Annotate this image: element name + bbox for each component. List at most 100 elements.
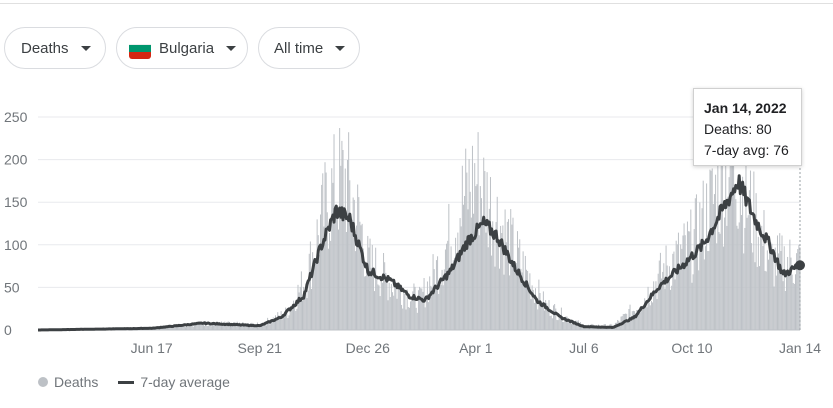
bar [679,265,681,330]
bar [583,327,585,330]
bar [464,195,466,330]
bar [648,302,650,330]
bar [798,245,800,330]
bar [417,290,419,330]
bar [521,272,523,330]
bar [509,275,511,330]
metric-dropdown[interactable]: Deaths [4,27,106,69]
bar [484,171,486,330]
chevron-down-icon [80,45,91,51]
bar [537,309,539,330]
bar [304,293,306,330]
bar [163,327,165,330]
bar [540,305,542,330]
bar [166,328,168,330]
bar [572,320,574,330]
bar [658,260,660,330]
time-range-dropdown[interactable]: All time [258,27,360,69]
bar [229,324,231,330]
bar [233,322,235,330]
bar [420,288,422,330]
bar [657,273,659,330]
bar [771,243,773,330]
bar [332,182,334,330]
bar [392,292,394,330]
bar [289,307,291,330]
bar [683,223,685,330]
bar [285,307,287,330]
bar [562,321,564,330]
bar [178,326,180,330]
deaths-chart[interactable]: 0 50 100 150 200 250 Jun 17 Sep 21 Dec 26 Apr 1 Ju… [0,85,833,370]
bar [216,321,218,330]
bar [662,271,664,330]
bar [457,232,459,330]
bar [772,250,774,330]
bar [524,255,526,330]
bar [495,222,497,330]
bar [672,253,674,330]
bar [511,224,513,330]
bar [329,232,331,330]
bar [305,283,307,330]
bar [380,281,382,330]
bar [758,266,760,330]
y-tick-label: 200 [4,152,28,168]
bar [235,323,237,330]
bar [271,322,273,330]
bar [387,300,389,330]
bar [566,316,568,330]
bar [190,324,192,330]
bar [214,324,216,330]
bar [324,162,326,330]
country-dropdown[interactable]: Bulgaria [116,27,248,69]
bar [265,325,267,330]
bar [529,273,531,330]
bar [201,324,203,330]
chevron-down-icon [335,45,346,51]
bar [363,276,365,330]
bar [736,225,738,330]
bar [195,324,197,330]
bar [574,320,576,330]
bar [410,301,412,330]
bar [781,235,783,330]
bar [763,210,765,330]
bar [475,186,477,330]
bar [751,243,753,330]
bar [532,289,534,330]
bar [775,275,777,330]
bar [245,325,247,330]
bar [278,315,280,330]
bar [677,232,679,330]
bar [378,285,380,330]
bar [362,248,364,330]
bar [480,198,482,330]
bar [287,318,289,330]
bar [343,207,345,330]
bar [553,305,555,330]
bar [283,315,285,330]
bar [716,243,718,330]
bar [703,259,705,330]
bar [530,299,532,330]
bar [192,326,194,330]
bar [414,286,416,330]
bar [688,231,690,330]
bar [695,194,697,330]
bar [774,247,776,330]
bar [402,308,404,330]
bar [358,197,360,330]
bar [338,229,340,330]
bar [351,219,353,330]
bar [730,153,732,330]
bar [293,300,295,330]
bar [667,280,669,330]
bar [340,165,342,330]
bar [539,293,541,330]
bar [356,225,358,330]
bar [487,247,489,330]
bar [770,242,772,330]
bar [294,303,296,330]
bar [437,256,439,330]
